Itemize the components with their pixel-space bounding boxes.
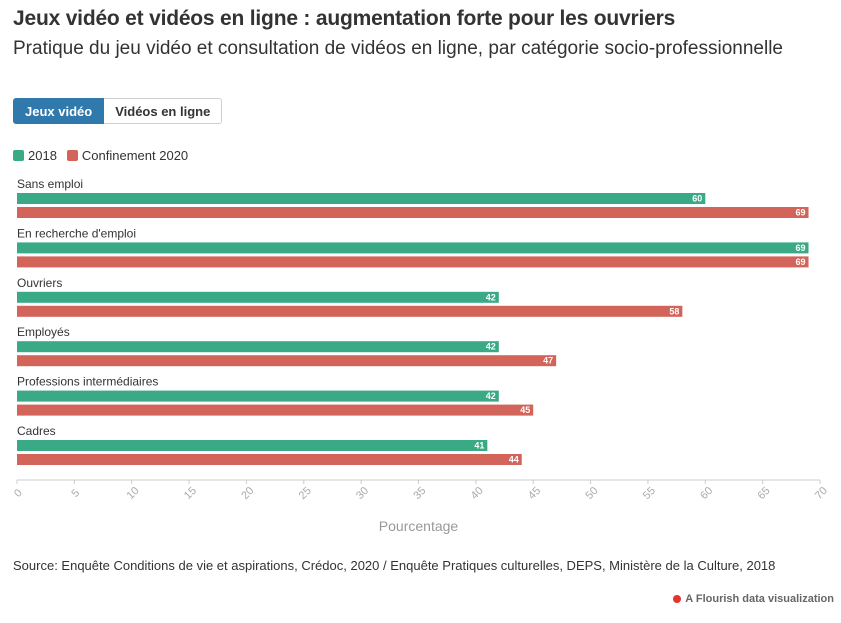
data-label-2020: 58 bbox=[669, 306, 679, 316]
x-tick-label: 5 bbox=[69, 487, 82, 500]
chart-legend: 2018 Confinement 2020 bbox=[13, 148, 198, 163]
tab-jeux-video[interactable]: Jeux vidéo bbox=[13, 98, 105, 124]
flourish-logo-icon bbox=[673, 595, 682, 603]
flourish-credit[interactable]: A Flourish data visualization bbox=[673, 593, 834, 605]
bar-2018 bbox=[17, 440, 488, 451]
bar-2020 bbox=[17, 454, 522, 465]
data-label-2020: 69 bbox=[796, 257, 806, 267]
x-tick-label: 0 bbox=[12, 487, 25, 500]
x-tick-label: 35 bbox=[411, 485, 428, 502]
source-note: Source: Enquête Conditions de vie et asp… bbox=[13, 558, 776, 573]
data-label-2020: 44 bbox=[509, 455, 519, 465]
view-tabs: Jeux vidéo Vidéos en ligne bbox=[13, 98, 223, 124]
bar-2018 bbox=[17, 291, 499, 303]
data-label-2018: 42 bbox=[486, 292, 496, 302]
x-tick-label: 65 bbox=[755, 485, 772, 502]
category-label: Ouvriers bbox=[17, 276, 62, 290]
data-label-2018: 41 bbox=[474, 441, 484, 451]
legend-swatch-2018 bbox=[13, 150, 24, 161]
legend-label-2020: Confinement 2020 bbox=[81, 148, 189, 163]
bar-2020 bbox=[17, 256, 809, 268]
chart-title: Jeux vidéo et vidéos en ligne : augmenta… bbox=[13, 7, 676, 30]
x-tick-label: 60 bbox=[698, 485, 715, 502]
bar-2018 bbox=[17, 341, 499, 353]
x-tick-label: 10 bbox=[125, 485, 142, 502]
bar-2020 bbox=[17, 355, 557, 367]
bar-2018 bbox=[17, 193, 706, 204]
data-label-2018: 69 bbox=[796, 243, 806, 253]
data-label-2020: 47 bbox=[543, 356, 553, 366]
bar-2020 bbox=[17, 305, 683, 317]
legend-swatch-2020 bbox=[66, 150, 78, 161]
bar-2018 bbox=[17, 242, 809, 254]
legend-item-2018[interactable]: 2018 bbox=[13, 148, 57, 163]
chart-subtitle: Pratique du jeu vidéo et consultation de… bbox=[13, 38, 783, 59]
data-label-2020: 45 bbox=[520, 405, 530, 415]
x-tick-label: 55 bbox=[641, 485, 658, 502]
category-label: Employés bbox=[17, 325, 70, 339]
data-label-2018: 60 bbox=[692, 194, 702, 204]
x-tick-label: 70 bbox=[813, 485, 830, 502]
legend-item-2020[interactable]: Confinement 2020 bbox=[66, 148, 189, 163]
data-label-2018: 42 bbox=[486, 342, 496, 352]
tab-videos-en-ligne[interactable]: Vidéos en ligne bbox=[104, 98, 223, 124]
x-tick-label: 50 bbox=[583, 485, 600, 502]
legend-label-2018: 2018 bbox=[28, 148, 57, 163]
bar-2020 bbox=[17, 404, 534, 416]
x-tick-label: 25 bbox=[297, 485, 314, 502]
x-axis-title: Pourcentage bbox=[379, 518, 459, 534]
x-tick-label: 30 bbox=[354, 485, 371, 502]
data-label-2020: 69 bbox=[796, 208, 806, 218]
flourish-credit-label: A Flourish data visualization bbox=[685, 593, 834, 605]
data-label-2018: 42 bbox=[486, 391, 496, 401]
x-tick-label: 15 bbox=[182, 485, 199, 502]
category-label: Cadres bbox=[17, 424, 56, 438]
category-label: En recherche d'emploi bbox=[17, 226, 136, 240]
category-label: Sans emploi bbox=[17, 177, 83, 191]
x-tick-label: 20 bbox=[239, 485, 256, 502]
bar-2020 bbox=[17, 207, 809, 218]
bar-2018 bbox=[17, 390, 499, 402]
x-tick-label: 45 bbox=[526, 485, 543, 502]
x-tick-label: 40 bbox=[469, 485, 486, 502]
category-label: Professions intermédiaires bbox=[17, 375, 158, 389]
